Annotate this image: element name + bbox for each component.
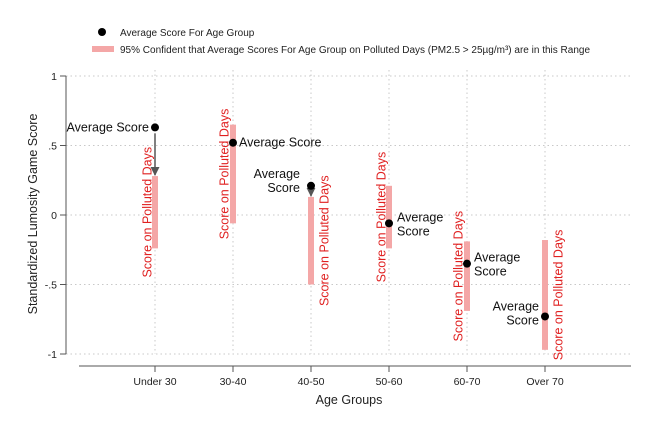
y-tick-label: -1 <box>48 349 57 361</box>
average-point <box>463 259 471 268</box>
average-point <box>541 312 549 321</box>
average-point <box>385 219 393 228</box>
y-tick-label: 1 <box>51 71 57 83</box>
x-tick-label: 30-40 <box>220 376 247 388</box>
y-tick-label: -.5 <box>45 280 57 292</box>
average-point <box>307 181 315 190</box>
polluted-days-label: Score on Polluted Days <box>140 147 154 278</box>
x-tick-label: 40-50 <box>298 376 325 388</box>
polluted-days-label: Score on Polluted Days <box>451 211 465 342</box>
average-score-label: Average Score <box>493 299 539 327</box>
average-score-label-line: Score <box>267 181 300 195</box>
average-score-label: Average Score <box>239 136 322 150</box>
average-point <box>151 123 159 132</box>
polluted-days-label: Score on Polluted Days <box>374 152 388 283</box>
axes: -1 -.5 0 .5 1 Under 30 30-40 40-50 50-60 60-70 Ove… <box>45 71 631 388</box>
average-score-label: Average Score <box>254 167 300 195</box>
x-tick-label: 50-60 <box>376 376 403 388</box>
y-axis-title: Standardized Lumosity Game Score <box>26 114 40 315</box>
chart-marks: Score on Polluted Days Score on Polluted … <box>67 109 566 361</box>
range-bar <box>308 196 314 285</box>
average-point <box>229 138 237 147</box>
average-score-label-line: Average <box>493 299 539 313</box>
legend-label-point: Average Score For Age Group <box>120 28 255 39</box>
range-bar <box>464 241 470 311</box>
x-tick-label: 60-70 <box>454 376 481 388</box>
x-tick-label: Over 70 <box>526 376 564 388</box>
range-bar <box>152 176 158 249</box>
average-score-label-line: Score <box>506 313 539 327</box>
legend-range-marker <box>92 46 114 52</box>
y-tick-label: 0 <box>51 210 57 222</box>
average-score-label-line: Average <box>474 251 520 265</box>
polluted-days-label: Score on Polluted Days <box>317 175 331 306</box>
range-bar <box>542 240 548 350</box>
average-score-label-line: Score <box>474 265 507 279</box>
average-score-label-line: Score <box>397 224 430 238</box>
polluted-days-label: Score on Polluted Days <box>551 230 565 361</box>
average-score-label-line: Average <box>254 167 300 181</box>
range-bar <box>386 185 392 249</box>
legend-label-range: 95% Confident that Average Scores For Ag… <box>120 45 590 56</box>
average-score-label: Average Score <box>67 120 150 134</box>
polluted-days-label: Score on Polluted Days <box>217 109 231 240</box>
average-score-label: Average Score <box>474 251 520 279</box>
range-bar <box>230 124 236 224</box>
average-score-label: Average Score <box>397 210 443 238</box>
x-tick-label: Under 30 <box>133 376 176 388</box>
average-score-label-line: Average <box>397 210 443 224</box>
legend-point-marker <box>98 28 106 36</box>
x-axis-title: Age Groups <box>316 393 383 407</box>
y-tick-label: .5 <box>48 141 57 153</box>
legend: Average Score For Age Group 95% Confiden… <box>92 28 590 56</box>
